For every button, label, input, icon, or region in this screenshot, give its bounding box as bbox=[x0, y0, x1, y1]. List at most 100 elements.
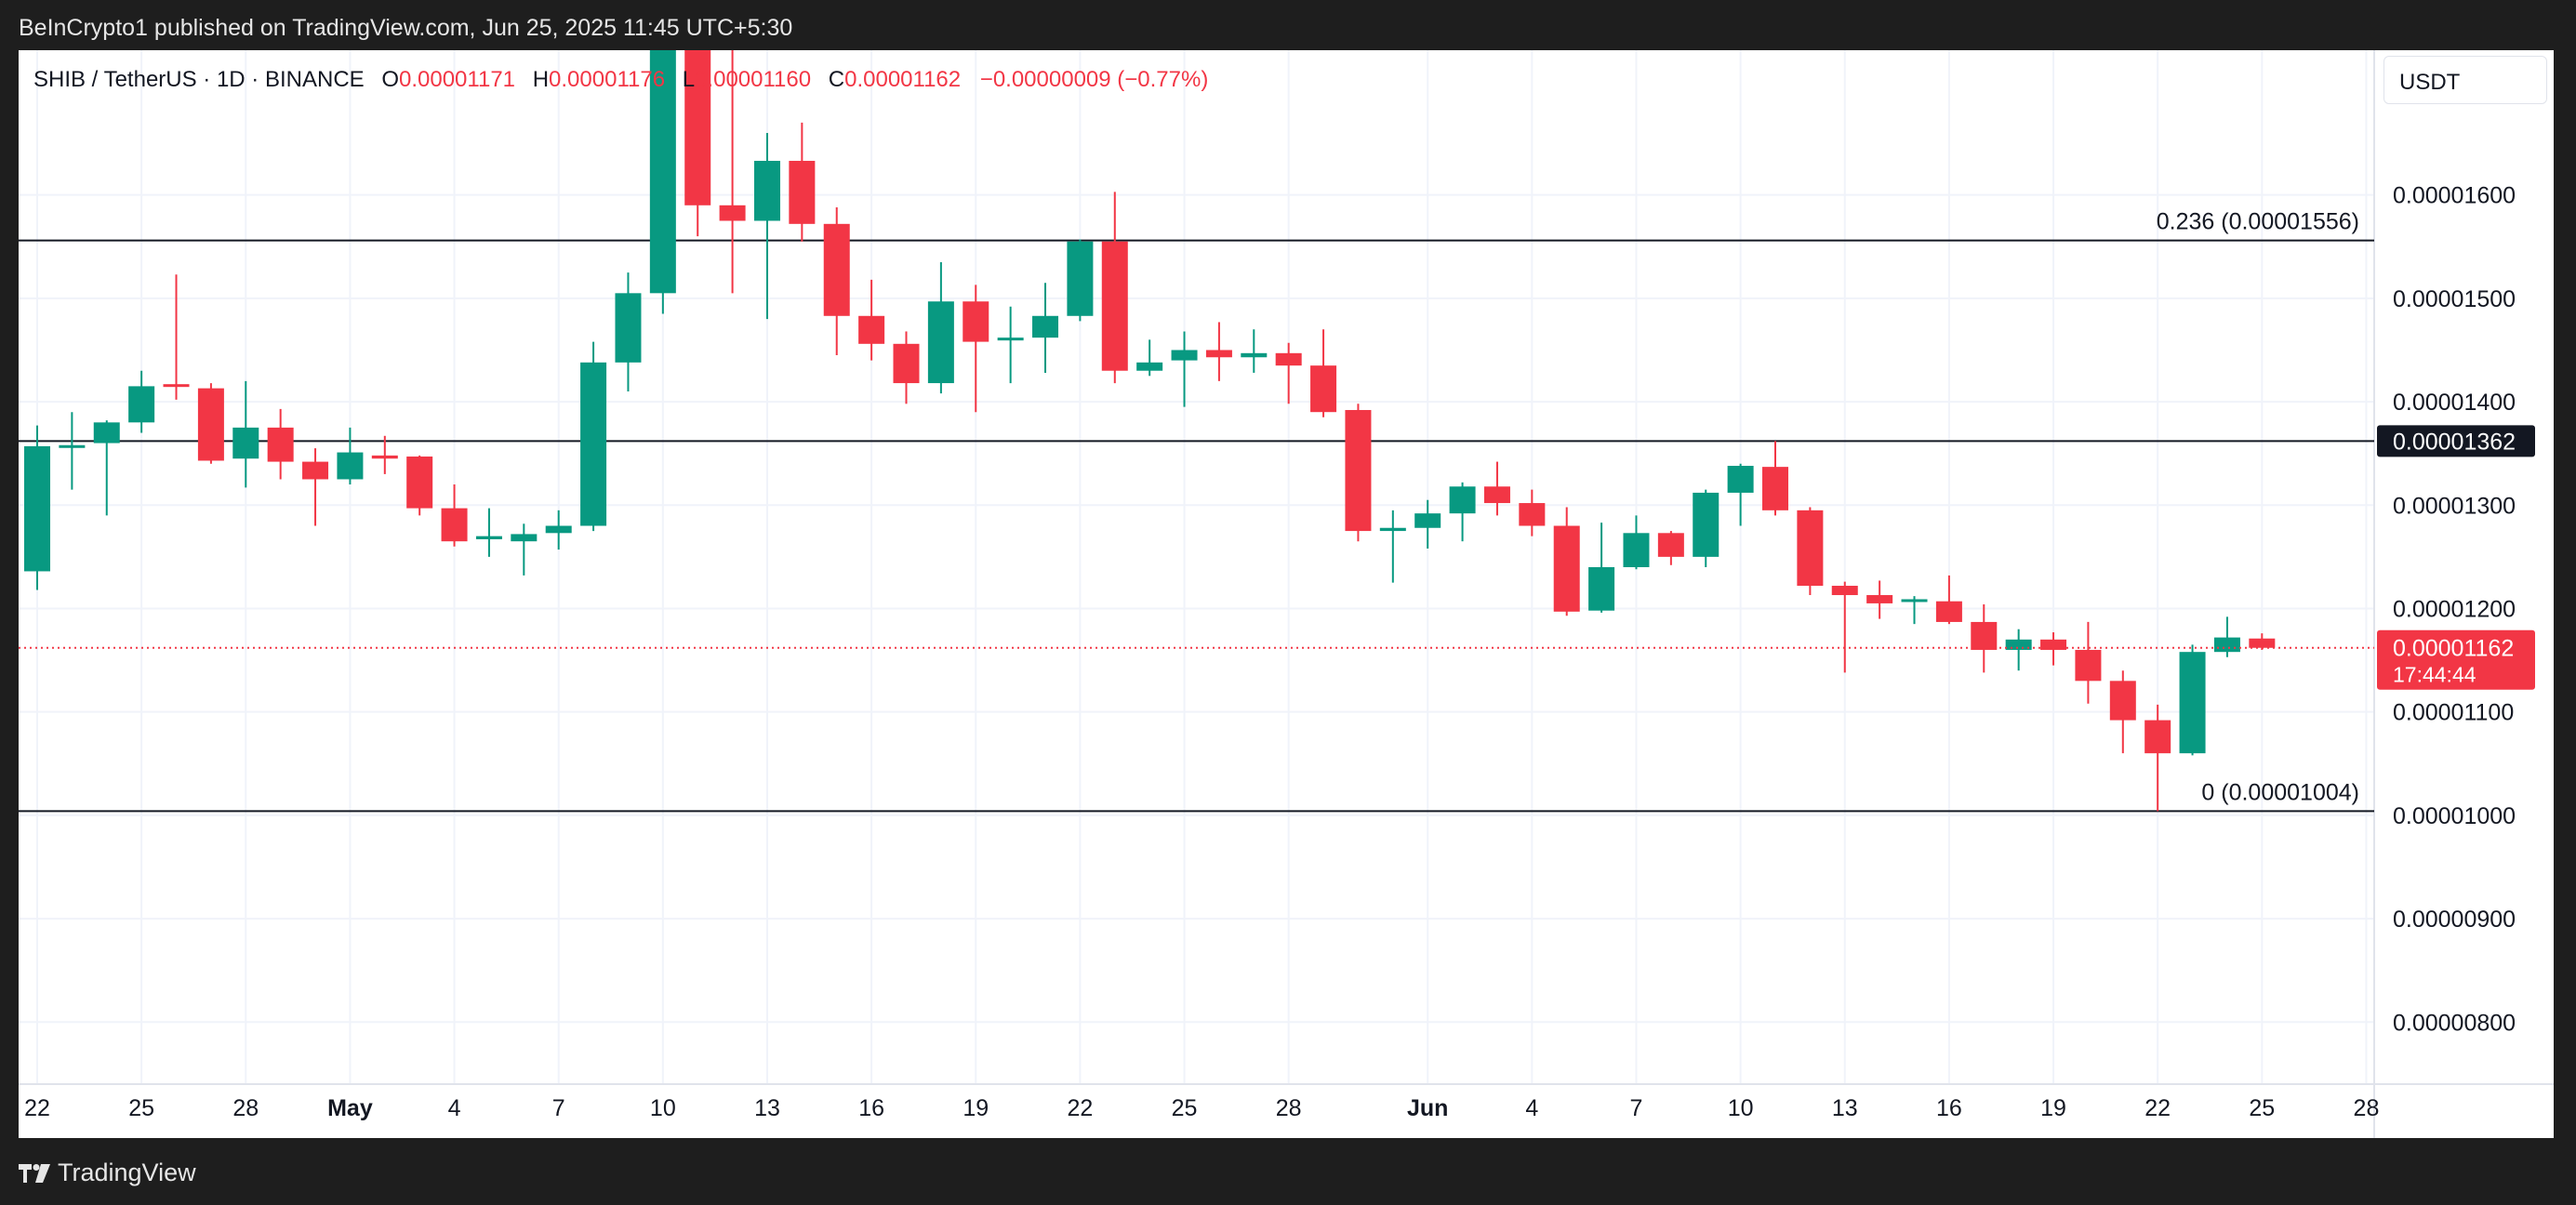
publish-header: BeInCrypto1 published on TradingView.com… bbox=[0, 0, 2576, 50]
x-tick-label: 25 bbox=[2249, 1095, 2275, 1121]
candle-body-down bbox=[1483, 486, 1510, 504]
x-tick-label: Jun bbox=[1407, 1095, 1448, 1121]
candle-body-down bbox=[1831, 586, 1858, 596]
x-tick-label: 13 bbox=[754, 1095, 780, 1121]
candle-body-down bbox=[406, 457, 433, 509]
candle-body-up bbox=[1414, 513, 1441, 528]
candle-body-down bbox=[1797, 510, 1824, 587]
candle-body-down bbox=[267, 427, 294, 462]
x-tick-label: 25 bbox=[128, 1095, 154, 1121]
x-tick-label: 19 bbox=[963, 1095, 989, 1121]
y-tick-label: 0.00001000 bbox=[2393, 803, 2516, 829]
candle-body-up bbox=[2213, 637, 2240, 653]
candle-body-down bbox=[858, 315, 885, 344]
level-label: 0 (0.00001004) bbox=[2201, 779, 2359, 805]
level-price-badge bbox=[2377, 425, 2535, 457]
y-tick-label: 0.00001300 bbox=[2393, 493, 2516, 519]
candle-body-down bbox=[823, 223, 850, 316]
candle-body-up bbox=[545, 525, 572, 534]
candle-body-up bbox=[615, 293, 642, 363]
x-tick-label: 7 bbox=[552, 1095, 565, 1121]
candle-body-down bbox=[789, 160, 816, 224]
candle-body-up bbox=[1901, 599, 1928, 602]
level-label: 0.236 (0.00001556) bbox=[2157, 209, 2359, 235]
candle-body-up bbox=[1727, 466, 1754, 493]
x-tick-label: 22 bbox=[24, 1095, 50, 1121]
candle-body-up bbox=[475, 536, 502, 539]
y-tick-label: 0.00000800 bbox=[2393, 1010, 2516, 1036]
candle-body-up bbox=[649, 50, 676, 294]
x-tick-label: 22 bbox=[2144, 1095, 2171, 1121]
candle-body-down bbox=[719, 205, 746, 221]
candle-body-down bbox=[2249, 638, 2276, 648]
x-tick-label: 28 bbox=[2354, 1095, 2380, 1121]
open-label: O bbox=[381, 67, 399, 92]
candle-body-up bbox=[1136, 362, 1163, 371]
candle-body-down bbox=[1275, 352, 1302, 366]
x-tick-label: 28 bbox=[232, 1095, 259, 1121]
ohlc-legend: SHIB / TetherUS · 1D · BINANCE O0.000011… bbox=[33, 67, 1208, 93]
x-tick-label: 4 bbox=[448, 1095, 461, 1121]
candle-body-up bbox=[2179, 652, 2206, 754]
x-tick-label: 4 bbox=[1525, 1095, 1538, 1121]
candle-body-up bbox=[1623, 533, 1650, 567]
candle-body-up bbox=[1693, 492, 1720, 557]
candle-body-down bbox=[371, 455, 398, 459]
close-label: C bbox=[828, 67, 845, 92]
candle-body-up bbox=[580, 362, 607, 526]
open-value: 0.00001171 bbox=[399, 67, 516, 92]
tradingview-logo[interactable]: TradingView bbox=[19, 1159, 196, 1187]
candle-body-down bbox=[1519, 503, 1546, 526]
footer: TradingView bbox=[0, 1138, 2576, 1205]
candle-body-down bbox=[197, 388, 224, 461]
x-tick-label: May bbox=[327, 1095, 373, 1121]
high-label: H bbox=[532, 67, 550, 92]
last-price-badge bbox=[2377, 629, 2535, 690]
symbol-title: SHIB / TetherUS · 1D · BINANCE bbox=[33, 67, 365, 92]
candle-body-down bbox=[1205, 350, 1232, 358]
candle-body-down bbox=[1657, 533, 1684, 557]
x-tick-label: 7 bbox=[1630, 1095, 1643, 1121]
candle-body-up bbox=[1379, 527, 1406, 532]
x-tick-label: 16 bbox=[1936, 1095, 1962, 1121]
candle-body-down bbox=[2109, 681, 2136, 721]
x-tick-label: 25 bbox=[1172, 1095, 1198, 1121]
low-label: L bbox=[682, 67, 696, 92]
candle-body-up bbox=[753, 160, 780, 221]
x-tick-label: 10 bbox=[650, 1095, 676, 1121]
candle-body-up bbox=[927, 301, 954, 384]
chart-canvas[interactable]: 0.236 (0.00001556) 0 (0.00001004) 0.000016… bbox=[19, 50, 2554, 1138]
x-tick-label: 22 bbox=[1067, 1095, 1093, 1121]
candle-body-up bbox=[24, 445, 50, 572]
candle-body-up bbox=[511, 534, 538, 542]
candle-body-down bbox=[2144, 720, 2171, 754]
y-tick-label: 0.00001600 bbox=[2393, 183, 2516, 209]
x-tick-label: 10 bbox=[1728, 1095, 1754, 1121]
candle-body-down bbox=[1345, 409, 1372, 532]
candle-body-down bbox=[1866, 595, 1893, 603]
last-price-badge-text: 0.00001162 bbox=[2393, 636, 2514, 662]
candle-body-up bbox=[2005, 639, 2032, 650]
candle-body-down bbox=[1553, 525, 1580, 612]
x-tick-label: 16 bbox=[858, 1095, 884, 1121]
candle-body-up bbox=[1067, 241, 1094, 316]
candle-body-up bbox=[128, 386, 155, 423]
x-tick-label: 19 bbox=[2040, 1095, 2066, 1121]
currency-selector[interactable]: USDT bbox=[2383, 56, 2547, 104]
candle-body-up bbox=[59, 444, 86, 448]
y-tick-label: 0.00001400 bbox=[2393, 390, 2516, 416]
candle-body-up bbox=[1241, 352, 1268, 358]
publish-info: BeInCrypto1 published on TradingView.com… bbox=[19, 15, 793, 41]
chart-panel[interactable]: 0.236 (0.00001556) 0 (0.00001004) 0.000016… bbox=[19, 50, 2554, 1138]
candle-body-down bbox=[163, 384, 190, 388]
candle-body-up bbox=[337, 452, 364, 480]
candle-body-up bbox=[232, 427, 259, 459]
candle-body-down bbox=[1101, 241, 1128, 371]
level-price-badge-text: 0.00001362 bbox=[2393, 429, 2516, 455]
candle-body-down bbox=[963, 301, 989, 342]
high-value: 0.00001176 bbox=[549, 67, 666, 92]
candle-body-down bbox=[1762, 467, 1788, 510]
candle-body-up bbox=[1588, 567, 1615, 611]
countdown-text: 17:44:44 bbox=[2393, 663, 2476, 687]
low-value: 0.00001160 bbox=[695, 67, 812, 92]
